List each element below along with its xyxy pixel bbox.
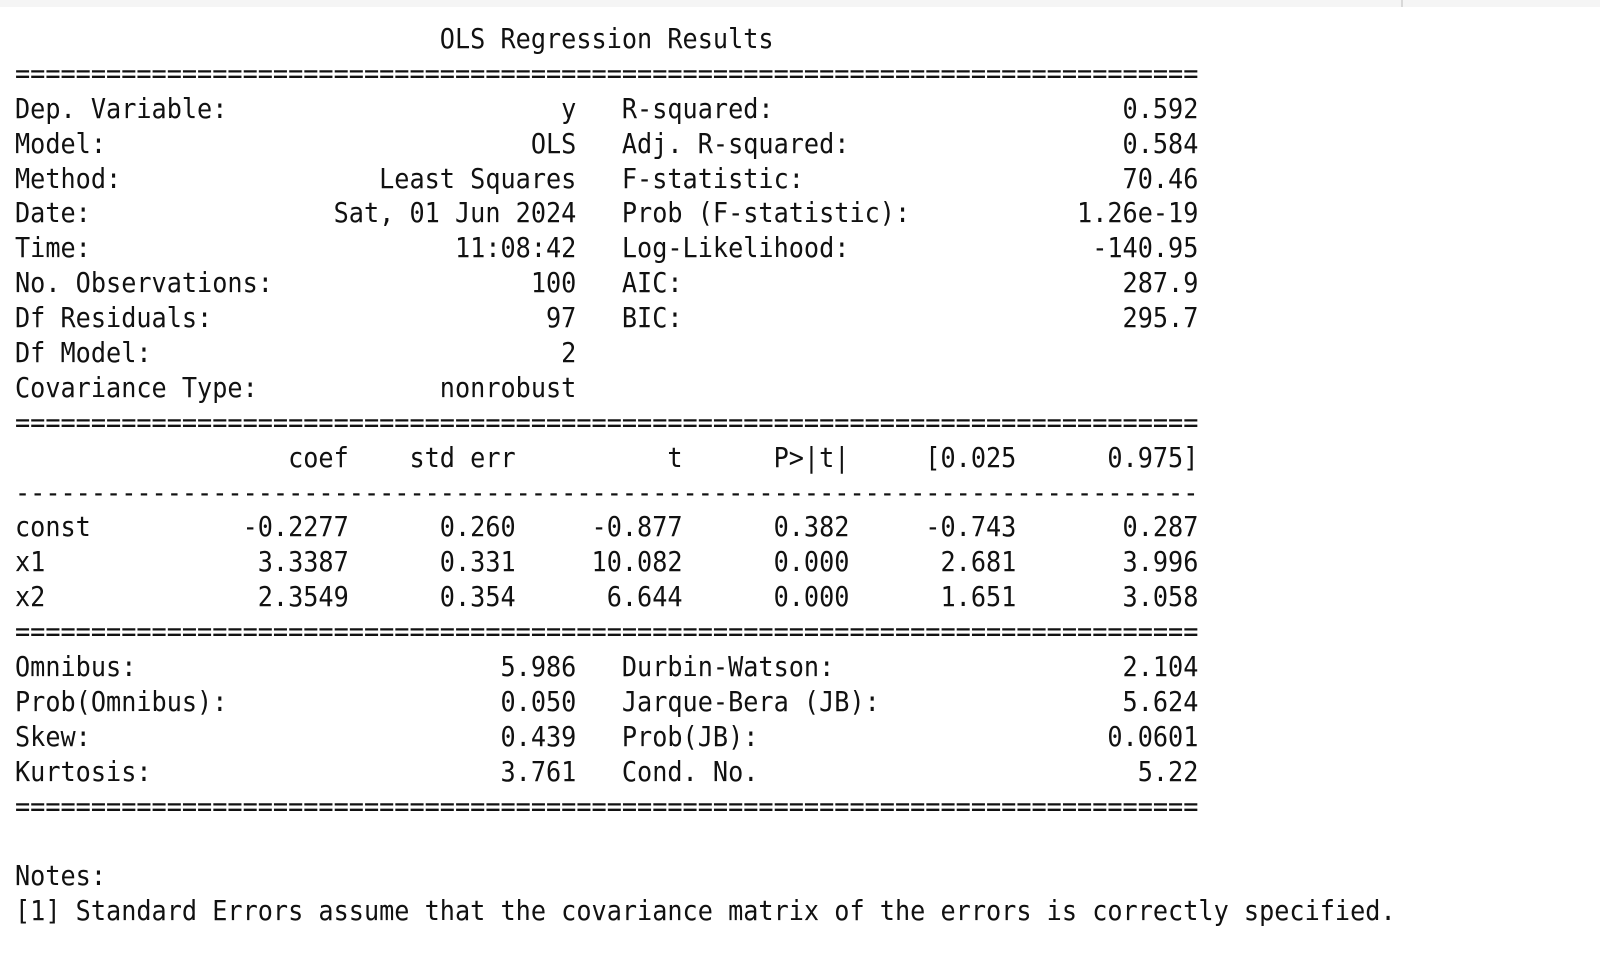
model-info-row: Df Model: 2 [15,336,577,370]
coef-table-header: coef std err t P>|t| [0.025 0.975] [15,440,1199,474]
coef-table-body: const -0.2277 0.260 -0.877 0.382 -0.743 … [15,510,1396,615]
diagnostics-row: Skew: 0.439 Prob(JB): 0.0601 [15,719,1199,753]
double-separator: ========================================… [15,56,1199,90]
blank-line [15,824,1396,859]
coef-table-row: x2 2.3549 0.354 6.644 0.000 1.651 3.058 [15,580,1199,614]
diagnostics-row: Prob(Omnibus): 0.050 Jarque-Bera (JB): 5… [15,684,1199,718]
model-info-row: Df Residuals: 97 BIC: 295.7 [15,301,1199,335]
double-separator: ========================================… [15,615,1199,649]
top-bar-divider [1401,0,1403,7]
diagnostics-row: Kurtosis: 3.761 Cond. No. 5.22 [15,754,1199,788]
note-item: [1] Standard Errors assume that the cova… [15,894,1396,928]
single-separator: ----------------------------------------… [15,475,1199,509]
model-info-row: No. Observations: 100 AIC: 287.9 [15,266,1199,300]
model-info-section: Dep. Variable: y R-squared: 0.592 Model: … [15,92,1396,406]
double-separator: ========================================… [15,789,1199,823]
coef-table-row: const -0.2277 0.260 -0.877 0.382 -0.743 … [15,510,1199,544]
model-info-row: Date: Sat, 01 Jun 2024 Prob (F-statistic… [15,196,1199,230]
model-info-row: Model: OLS Adj. R-squared: 0.584 [15,126,1199,160]
model-info-row: Dep. Variable: y R-squared: 0.592 [15,91,1199,125]
diagnostics-section: Omnibus: 5.986 Durbin-Watson: 2.104 Prob(… [15,650,1396,790]
double-separator: ========================================… [15,405,1199,439]
notes-heading: Notes: [15,859,107,893]
model-info-row: Method: Least Squares F-statistic: 70.46 [15,161,1199,195]
diagnostics-row: Omnibus: 5.986 Durbin-Watson: 2.104 [15,650,1199,684]
output-area-top-bar [0,0,1600,7]
coef-table-row: x1 3.3387 0.331 10.082 0.000 2.681 3.996 [15,545,1199,579]
model-info-row: Covariance Type: nonrobust [15,370,577,404]
model-info-row: Time: 11:08:42 Log-Likelihood: -140.95 [15,231,1199,265]
regression-summary-output: OLS Regression Results ==================… [15,22,1396,929]
summary-title-line: OLS Regression Results [15,22,774,55]
